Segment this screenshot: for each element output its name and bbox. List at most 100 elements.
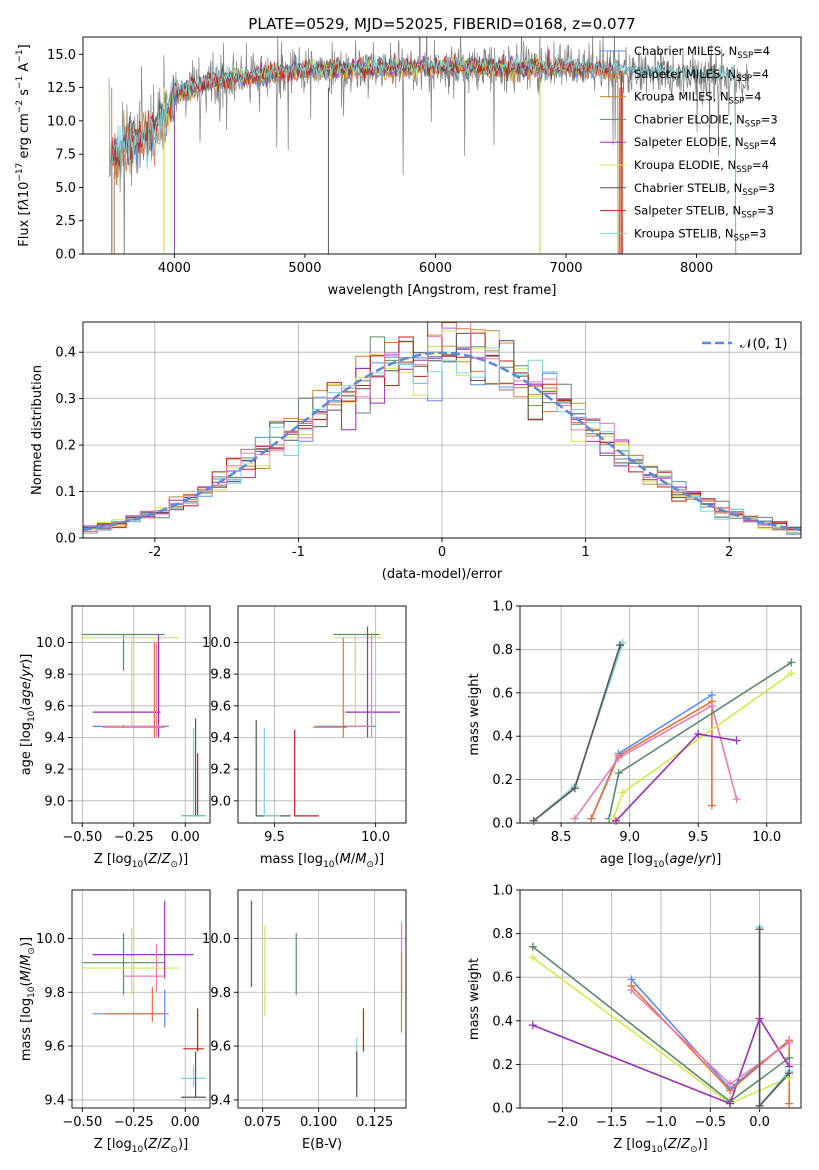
data-point-marker xyxy=(570,814,579,823)
axes-residual-histogram: -2 -1 0 1 2 0.0 0.1 0.2 0.3 0.4 (data-model)/error… xyxy=(30,321,802,582)
x-tick-label: 0.125 xyxy=(356,1115,393,1130)
data-point-marker xyxy=(707,801,716,810)
legend-entry: Chabrier MILES, NSSP=4 xyxy=(634,44,770,61)
y-tick-label: 1.0 xyxy=(492,884,513,899)
data-point-marker xyxy=(755,925,764,934)
data-point-marker xyxy=(529,816,538,825)
x-tick-label: −2.0 xyxy=(547,1115,579,1130)
axes-age-massweight: 8.5 9.0 9.5 10.0 0.0 0.2 0.4 0.6 0.8 1.0 age [log1… xyxy=(467,600,802,870)
data-point-marker xyxy=(787,658,796,667)
chart-title: PLATE=0529, MJD=52025, FIBERID=0168, z=0… xyxy=(248,15,635,33)
grid-Z-mass xyxy=(72,890,210,1108)
x-tick-label: 8000 xyxy=(680,261,713,276)
x-axis-label: age [log10(age/yr)] xyxy=(600,852,722,870)
series-line-salpeter-miles xyxy=(590,700,713,820)
y-tick-label: 10.0 xyxy=(202,636,231,651)
y-tick-label: 10.0 xyxy=(202,932,231,947)
y-tick-label: 9.6 xyxy=(210,699,231,714)
plot-area-Z-age xyxy=(82,633,206,817)
data-point-marker xyxy=(726,1080,735,1089)
x-tick-label: 6000 xyxy=(419,261,452,276)
x-tick-label: 0 xyxy=(438,545,446,560)
x-tick-label: -2 xyxy=(148,545,161,560)
legend-entry: Chabrier ELODIE, NSSP=3 xyxy=(634,112,778,129)
y-tick-label: 0.6 xyxy=(492,971,513,986)
y-tick-label: 9.2 xyxy=(210,763,231,778)
y-tick-label: 0.8 xyxy=(492,643,513,658)
y-axis-label: mass weight xyxy=(467,673,482,755)
y-axis-label: Flux [fλ10−17 erg cm−2 s−1 A−1] xyxy=(15,44,32,246)
data-point-marker xyxy=(732,795,741,804)
series-line-salpeter-elodie xyxy=(532,1016,790,1105)
x-tick-label: 9.5 xyxy=(264,830,285,845)
axes-frame xyxy=(519,605,802,824)
x-tick-label: 0.00 xyxy=(171,830,200,845)
x-tick-label: -1 xyxy=(292,545,305,560)
axes-Z-mass: −0.50 −0.25 0.00 9.4 9.6 9.8 10.0 Z [log10(Z/Z⊙… xyxy=(19,889,211,1155)
y-tick-label: 0.0 xyxy=(55,532,76,547)
y-tick-label: 9.6 xyxy=(44,699,65,714)
x-axis-label: E(B-V) xyxy=(302,1137,342,1152)
data-point-marker xyxy=(616,641,625,650)
x-tick-label: −1.5 xyxy=(596,1115,628,1130)
y-tick-label: 9.8 xyxy=(44,668,65,683)
y-tick-label: 5.0 xyxy=(55,181,76,196)
axes-Z-age: −0.50 −0.25 0.00 9.0 9.2 9.4 9.6 9.8 10.0 Z [log1… xyxy=(19,605,211,870)
y-tick-label: 2.5 xyxy=(55,214,76,229)
data-point-marker xyxy=(614,753,623,762)
legend-entry: Kroupa STELIB, NSSP=3 xyxy=(634,226,766,243)
data-point-marker xyxy=(785,1038,794,1047)
axes-Z-massweight: −2.0 −1.5 −1.0 −0.5 0.0 0.0 0.2 0.4 0.6 0.8 1.0 Z [… xyxy=(467,884,802,1155)
x-axis-label: mass [log10(M/M⊙)] xyxy=(260,852,384,870)
x-tick-label: 1 xyxy=(581,545,589,560)
data-point-marker xyxy=(755,1014,764,1023)
y-tick-label: 9.2 xyxy=(44,763,65,778)
data-point-marker xyxy=(785,1053,794,1062)
legend: Chabrier MILES, NSSP=4 Salpeter MILES, NS… xyxy=(600,44,778,243)
y-tick-label: 7.5 xyxy=(55,148,76,163)
axes-mass-age: 9.5 10.0 9.0 9.2 9.4 9.6 9.8 10.0 mass [log10(M/… xyxy=(202,605,407,870)
data-point-marker xyxy=(614,769,623,778)
series-line-pink xyxy=(574,704,738,820)
plot-area-Z-mass xyxy=(82,900,206,1098)
axes-ebv-mass: 0.075 0.100 0.125 9.4 9.6 9.8 10.0 E(B-V) xyxy=(202,889,407,1152)
y-tick-label: 0.6 xyxy=(492,686,513,701)
y-tick-label: 0.1 xyxy=(55,485,76,500)
data-point-marker xyxy=(611,816,620,825)
x-axis-label: wavelength [Angstrom, rest frame] xyxy=(328,283,557,298)
y-tick-label: 0.4 xyxy=(492,1014,513,1029)
y-tick-label: 12.5 xyxy=(47,81,76,96)
x-tick-label: 0.100 xyxy=(300,1115,337,1130)
x-tick-label: 4000 xyxy=(158,261,191,276)
data-point-marker xyxy=(755,1101,764,1110)
x-tick-label: 10.0 xyxy=(752,830,781,845)
y-tick-label: 9.4 xyxy=(44,731,65,746)
x-tick-label: −1.0 xyxy=(645,1115,677,1130)
data-point-marker xyxy=(787,669,796,678)
data-point-marker xyxy=(726,1099,735,1108)
x-tick-label: 7000 xyxy=(549,261,582,276)
x-tick-label: −0.25 xyxy=(114,1115,154,1130)
data-point-marker xyxy=(627,986,636,995)
axes-frame xyxy=(82,36,802,255)
x-tick-label: 0.00 xyxy=(171,1115,200,1130)
y-tick-label: 9.8 xyxy=(210,668,231,683)
data-point-marker xyxy=(528,1021,537,1030)
legend-entry: Kroupa ELODIE, NSSP=4 xyxy=(634,158,769,175)
model-spectrum-kroupa-stelib xyxy=(111,54,737,254)
data-point-marker xyxy=(618,788,627,797)
axes-frame xyxy=(71,605,211,824)
y-tick-label: 9.8 xyxy=(44,986,65,1001)
y-axis-label: mass [log10(M/M⊙)] xyxy=(19,937,37,1061)
subplots: 4000 5000 6000 7000 80000.02.55.07.510.012.5… xyxy=(15,15,802,1155)
plot-area-spectrum xyxy=(108,37,750,254)
x-tick-label: 2 xyxy=(725,545,733,560)
y-tick-label: 0.3 xyxy=(55,392,76,407)
legend-entry: Chabrier STELIB, NSSP=3 xyxy=(634,181,775,198)
plot-area-ebv-mass xyxy=(250,900,403,1098)
axes-frame xyxy=(237,605,407,824)
y-tick-label: 10.0 xyxy=(36,636,65,651)
x-tick-label: 10.0 xyxy=(361,830,390,845)
y-tick-label: 15.0 xyxy=(47,48,76,63)
y-tick-label: 9.6 xyxy=(210,1040,231,1055)
